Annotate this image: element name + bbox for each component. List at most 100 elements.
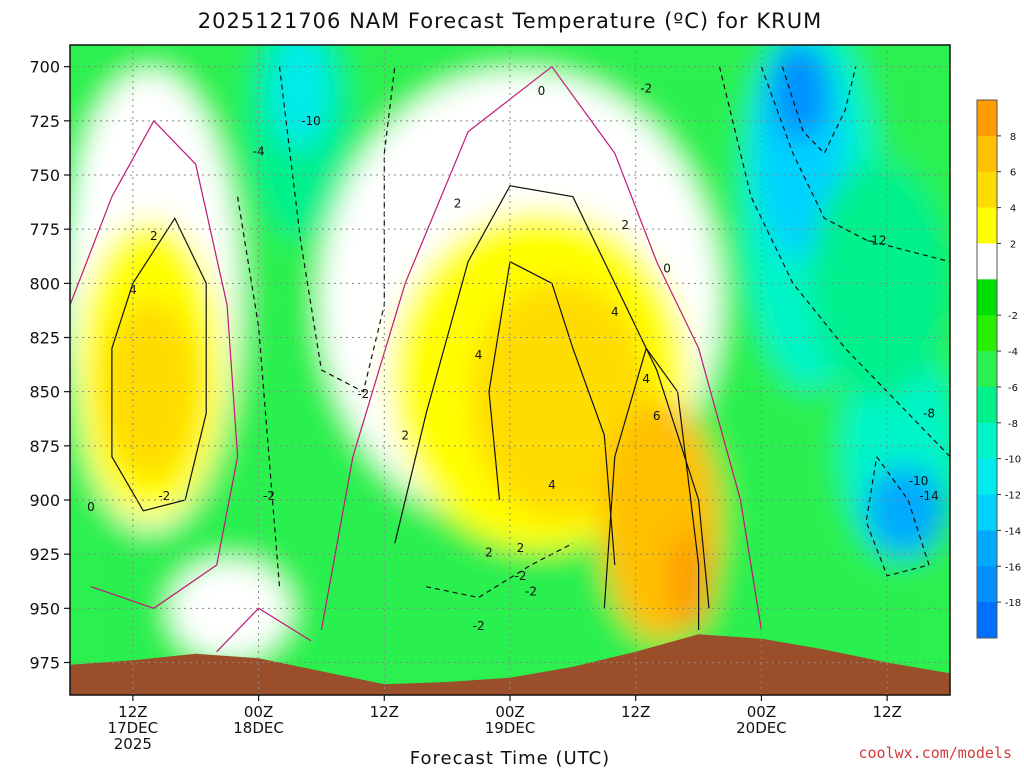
colorbar-tick-label: 6 xyxy=(1010,168,1016,179)
colorbar: 8 6 4 2 -2 -4 -6 -8 -10 -12 -14 -16 -18 xyxy=(976,99,1021,639)
contour-line xyxy=(603,346,700,630)
x-tick-label: 18DEC xyxy=(233,719,284,737)
contour-label: -14 xyxy=(919,489,939,503)
colorbar-segment xyxy=(977,530,997,567)
colorbar-segment xyxy=(977,602,997,639)
colorbar-tick-label: -14 xyxy=(1005,526,1021,537)
x-tick-label: 00Z xyxy=(244,703,273,721)
contour-label: 2 xyxy=(150,229,158,243)
contour-label: -12 xyxy=(867,233,887,247)
colorbar-segment xyxy=(977,422,997,460)
colorbar-segment xyxy=(977,207,997,244)
contour-line xyxy=(70,119,239,609)
colorbar-tick-label: -4 xyxy=(1008,347,1018,358)
colorbar-tick-label: -6 xyxy=(1008,383,1018,394)
colorbar-segment xyxy=(977,279,997,316)
y-tick-label: 850 xyxy=(29,383,60,402)
grid xyxy=(70,45,950,695)
contour-label: -2 xyxy=(158,489,170,503)
terrain xyxy=(70,634,950,695)
contour-label: -2 xyxy=(357,387,369,401)
contour-label: 6 xyxy=(653,409,661,423)
contour-line xyxy=(718,66,950,458)
colorbar-tick-label: -18 xyxy=(1005,598,1021,609)
y-tick-label: 775 xyxy=(29,220,60,239)
contour-label: -10 xyxy=(909,474,929,488)
contour-line xyxy=(865,456,930,577)
y-tick-label: 925 xyxy=(29,545,60,564)
temperature-field xyxy=(70,45,950,695)
colorbar-segment xyxy=(977,135,997,173)
colorbar-segment xyxy=(977,566,997,603)
colorbar-segment xyxy=(977,100,997,137)
y-tick-label: 700 xyxy=(29,58,60,77)
colorbar-segment xyxy=(977,315,997,352)
contour-label: 2 xyxy=(517,541,525,555)
contour-line xyxy=(320,65,762,631)
y-tick-label: 825 xyxy=(29,329,60,348)
x-axis-label: Forecast Time (UTC) xyxy=(410,748,610,768)
plot-area: 0-22-10-4-2242044-2246-12-8-10-14-2-220-… xyxy=(70,45,950,695)
contour-label: 0 xyxy=(663,262,671,276)
y-tick-label: 900 xyxy=(29,491,60,510)
contour-labels: 0-22-10-4-2242044-2246-12-8-10-14-2-220-… xyxy=(87,82,939,633)
x-tick-label: 20DEC xyxy=(736,719,787,737)
contour-label: 4 xyxy=(642,372,650,386)
x-tick-label: 12Z xyxy=(621,703,650,721)
chart-title: 2025121706 NAM Forecast Temperature (ºC)… xyxy=(198,9,822,33)
y-tick-label: 750 xyxy=(29,166,60,185)
contour-label: -2 xyxy=(263,489,275,503)
x-tick-label: 12Z xyxy=(370,703,399,721)
contour-label: 4 xyxy=(548,478,556,492)
colorbar-tick-label: -16 xyxy=(1005,562,1021,573)
contour-label: 4 xyxy=(475,348,483,362)
colorbar-tick-label: 4 xyxy=(1010,204,1016,215)
colorbar-tick-label: -10 xyxy=(1005,455,1021,466)
x-tick-label: 12Z xyxy=(872,703,901,721)
contour-label: 2 xyxy=(454,197,462,211)
y-tick-label: 875 xyxy=(29,437,60,456)
colorbar-tick-label: -2 xyxy=(1008,311,1018,322)
contour-label: 0 xyxy=(87,500,95,514)
contour-label: -8 xyxy=(923,407,935,421)
x-tick-label: 12Z xyxy=(118,703,147,721)
colorbar-segment xyxy=(977,386,997,424)
contour-label: -2 xyxy=(473,619,485,633)
contour-label: -4 xyxy=(253,145,265,159)
colorbar-tick-label: 2 xyxy=(1010,239,1016,250)
credit-text: coolwx.com/models xyxy=(858,744,1012,762)
contour-line xyxy=(237,196,281,587)
x-tick-label: 19DEC xyxy=(485,719,536,737)
x-tick-label: 00Z xyxy=(747,703,776,721)
contour-line xyxy=(760,66,950,263)
y-tick-label: 725 xyxy=(29,112,60,131)
contour-label: -2 xyxy=(640,82,652,96)
contour-label: 2 xyxy=(485,545,493,559)
contour-label: 2 xyxy=(621,218,629,232)
contour-label: 4 xyxy=(129,283,137,297)
colorbar-segment xyxy=(977,494,997,531)
colorbar-segment xyxy=(977,458,997,496)
contour-line xyxy=(216,607,312,653)
contour-line xyxy=(394,185,710,609)
colorbar-tick-label: -8 xyxy=(1008,419,1018,430)
x-tick-label: 17DEC xyxy=(108,719,159,737)
x-tick-label: 2025 xyxy=(114,735,152,753)
contour-label: -2 xyxy=(525,584,537,598)
contour-label: -2 xyxy=(515,569,527,583)
contour-label: 2 xyxy=(401,428,409,442)
y-tick-label: 975 xyxy=(29,654,60,673)
contour-label: 4 xyxy=(611,305,619,319)
colorbar-segment xyxy=(977,243,997,280)
colorbar-frame xyxy=(976,99,998,639)
colorbar-tick-label: 8 xyxy=(1010,132,1016,143)
contour-line xyxy=(781,66,857,155)
colorbar-segment xyxy=(977,171,997,209)
y-tick-label: 950 xyxy=(29,599,60,618)
colorbar-segment xyxy=(977,351,997,388)
y-axis: 700 725 750 775 800 825 850 875 900 925 950 975 xyxy=(29,58,70,673)
colorbar-tick-label: -12 xyxy=(1005,491,1021,502)
contour-label: 0 xyxy=(538,84,546,98)
